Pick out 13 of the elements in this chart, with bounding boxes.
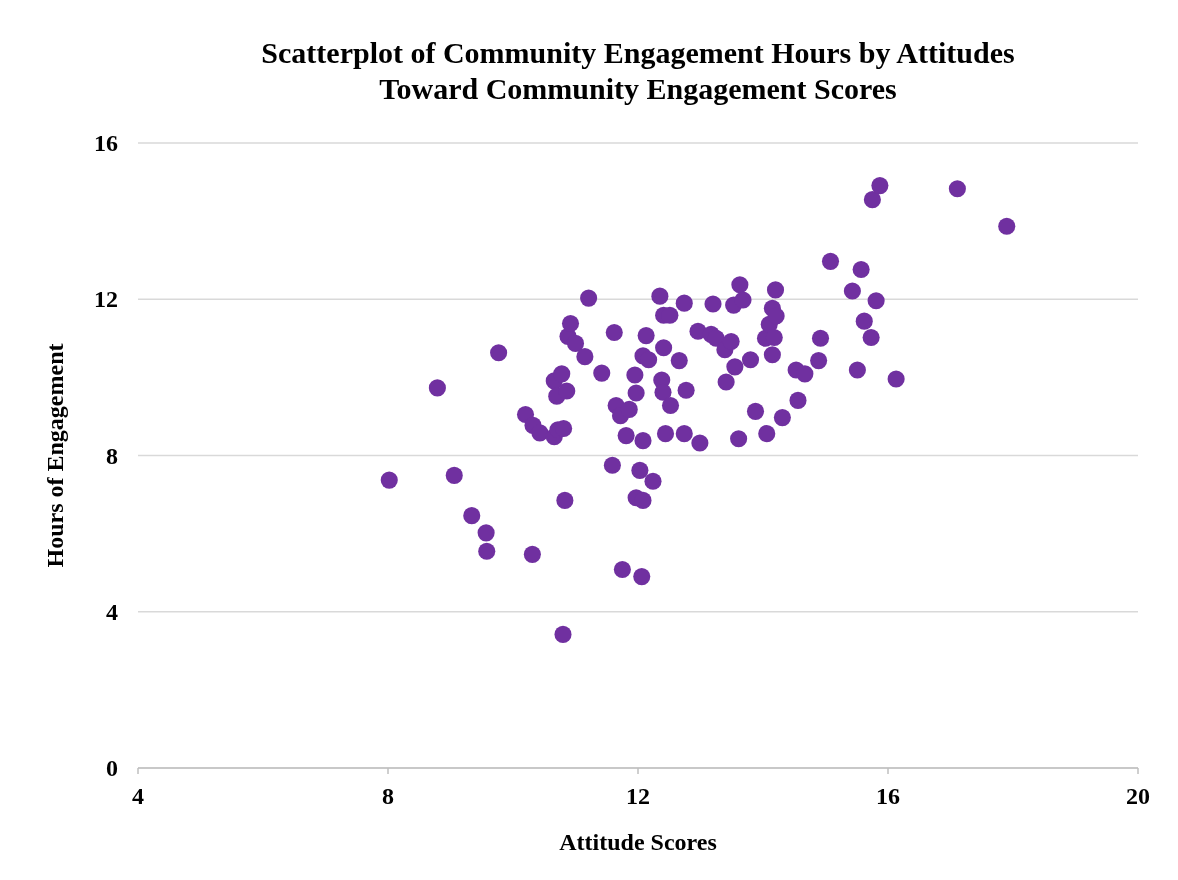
y-tick-label: 12 (94, 286, 118, 313)
chart-title: Scatterplot of Community Engagement Hours by Attitudes Toward Community Engagement Scores (261, 36, 1015, 105)
y-axis-title: Hours of Engagement (42, 343, 68, 568)
y-tick-label: 4 (106, 598, 118, 625)
x-tick-label: 12 (626, 783, 650, 809)
x-tick-label: 16 (876, 783, 900, 809)
x-tick-label: 4 (132, 783, 144, 809)
y-tick-label: 16 (94, 130, 118, 156)
x-tick-label: 20 (1126, 783, 1150, 809)
y-tick-label: 8 (106, 442, 118, 469)
y-tick-label: 0 (106, 755, 118, 781)
x-tick-label: 8 (382, 783, 394, 809)
x-axis-title: Attitude Scores (559, 829, 717, 855)
